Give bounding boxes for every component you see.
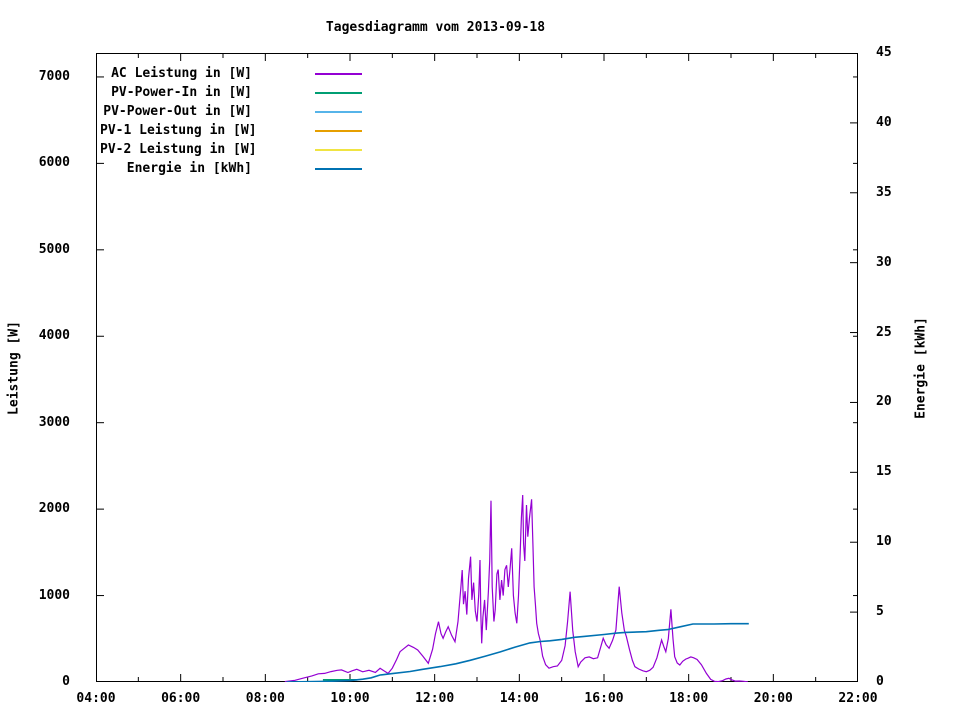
legend-label: PV-2 Leistung in [W]	[100, 142, 257, 157]
tick-label: 40	[876, 114, 892, 130]
series-energie-in-kwh-	[286, 622, 749, 682]
legend-row: AC Leistung in [W]	[100, 64, 362, 83]
legend-line-sample	[315, 72, 362, 75]
plot-area	[96, 53, 858, 682]
tick-label: 10:00	[330, 691, 370, 706]
tick-label: 1000	[38, 587, 70, 603]
chart-title: Tagesdiagramm vom 2013-09-18	[325, 20, 546, 35]
tick-label: 25	[876, 324, 892, 340]
tick-label: 2000	[38, 501, 70, 517]
legend-label: PV-1 Leistung in [W]	[100, 123, 257, 138]
legend: AC Leistung in [W] PV-Power-In in [W] PV-P…	[100, 64, 362, 178]
tick-label: 0	[62, 674, 70, 689]
tick-label: 06:00	[161, 691, 201, 706]
tick-label: 5	[876, 604, 884, 620]
tick-label: 6000	[38, 155, 70, 171]
legend-row: PV-Power-Out in [W]	[100, 102, 362, 121]
tick-label: 45	[876, 45, 892, 60]
tick-label: 5000	[38, 241, 70, 257]
legend-line-sample	[315, 129, 362, 132]
legend-row: PV-Power-In in [W]	[100, 83, 362, 102]
legend-label: PV-Power-In in [W]	[111, 85, 252, 100]
legend-row: Energie in [kWh]	[100, 159, 362, 178]
tick-label: 08:00	[245, 691, 285, 706]
tick-label: 18:00	[669, 691, 709, 706]
legend-label: PV-Power-Out in [W]	[103, 104, 252, 119]
legend-row: PV-1 Leistung in [W]	[100, 121, 362, 140]
legend-line-sample	[315, 91, 362, 94]
legend-line-sample	[315, 110, 362, 113]
tick-label: 20:00	[753, 691, 793, 706]
legend-label: AC Leistung in [W]	[111, 66, 252, 81]
series-ac-leistung-in-w-	[284, 494, 748, 682]
tick-label: 35	[876, 184, 892, 200]
plot-border	[96, 53, 858, 682]
tick-label: 20	[876, 394, 892, 410]
legend-line-sample	[315, 167, 362, 170]
tick-label: 16:00	[584, 691, 624, 706]
tick-label: 14:00	[499, 691, 539, 706]
legend-line-sample	[315, 148, 362, 151]
tick-label: 7000	[38, 68, 70, 84]
y2-axis-label: Energie [kWh]	[913, 317, 929, 419]
tick-label: 3000	[38, 414, 70, 430]
tick-label: 04:00	[76, 691, 116, 706]
tick-label: 4000	[38, 328, 70, 344]
legend-row: PV-2 Leistung in [W]	[100, 140, 362, 159]
plot-canvas	[96, 53, 858, 682]
tick-label: 30	[876, 254, 892, 270]
tick-label: 0	[876, 674, 884, 689]
tick-label: 10	[876, 534, 892, 550]
tick-label: 22:00	[838, 691, 878, 706]
legend-label: Energie in [kWh]	[126, 161, 252, 176]
tick-label: 15	[876, 464, 892, 480]
tick-label: 12:00	[415, 691, 455, 706]
